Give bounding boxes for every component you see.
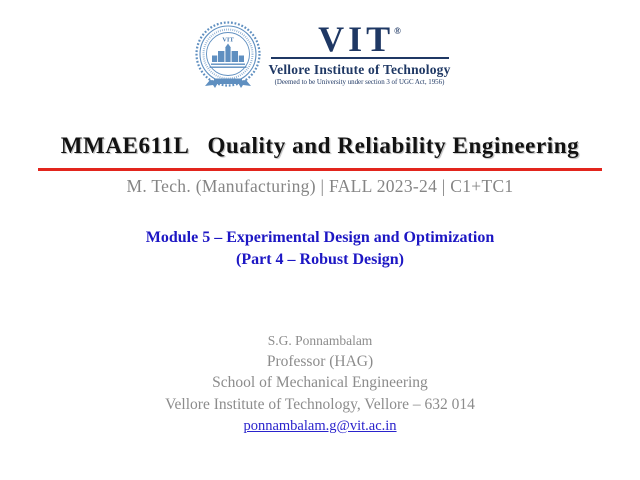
author-institute: Vellore Institute of Technology, Vellore… xyxy=(165,395,475,413)
module-line1: Module 5 – Experimental Design and Optim… xyxy=(145,229,495,246)
module-line2: (Part 4 – Robust Design) xyxy=(236,251,404,269)
title-divider xyxy=(38,168,602,171)
course-name: Quality and Reliability Engineering xyxy=(207,133,580,158)
email-link[interactable]: ponnambalam.g@vit.ac.in xyxy=(243,417,397,434)
vit-wordmark: VIT® Vellore Institute of Technology (De… xyxy=(268,19,451,87)
seal-ribbon-glyph xyxy=(204,78,251,88)
program-subtitle: M. Tech. (Manufacturing) | FALL 2023-24 … xyxy=(126,176,514,196)
vit-seal-icon: VIT xyxy=(194,21,261,88)
author-name: S.G. Ponnambalam xyxy=(267,333,373,348)
institute-name: Vellore Institute of Technology xyxy=(268,62,451,78)
registered-mark: ® xyxy=(394,26,401,36)
course-code: MMAE611L xyxy=(60,133,190,158)
course-title: MMAE611L Quality and Reliability Engineer… xyxy=(0,133,640,159)
vit-logo: VIT VIT® Vellore Institute of xyxy=(0,20,640,94)
vit-wordmark-text: VIT® xyxy=(318,19,401,59)
author-email-row: ponnambalam.g@vit.ac.in xyxy=(0,416,640,438)
module-heading: Module 5 – Experimental Design and Optim… xyxy=(0,227,640,272)
seal-building-glyph xyxy=(209,43,246,68)
author-block: S.G. Ponnambalam Professor (HAG) School … xyxy=(0,331,640,437)
wordmark-rule xyxy=(270,57,449,60)
author-designation: Professor (HAG) xyxy=(266,352,374,370)
seal-vit-label: VIT xyxy=(222,37,234,44)
author-school: School of Mechanical Engineering xyxy=(212,374,428,392)
deemed-text: (Deemed to be University under section 3… xyxy=(274,79,445,87)
